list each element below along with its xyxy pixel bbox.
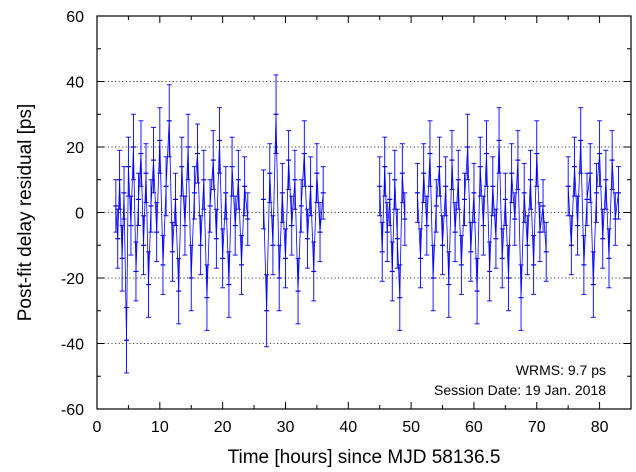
y-tick-label: -20 xyxy=(61,271,84,288)
x-tick-label: 80 xyxy=(591,419,609,436)
x-tick-label: 70 xyxy=(528,419,546,436)
x-axis-label: Time [hours] since MJD 58136.5 xyxy=(228,447,501,468)
data-points xyxy=(113,74,621,374)
x-tick-label: 40 xyxy=(339,419,357,436)
grid-lines xyxy=(97,81,631,344)
x-tick-label: 50 xyxy=(402,419,420,436)
y-tick-label: 20 xyxy=(66,140,84,157)
wrms-annotation: WRMS: 9.7 ps xyxy=(516,362,606,378)
y-tick-label: 40 xyxy=(66,75,84,92)
y-axis-label: Post-fit delay residual [ps] xyxy=(15,104,36,322)
y-tick-label: -40 xyxy=(61,337,84,354)
series-line xyxy=(417,140,547,298)
x-tick-label: 30 xyxy=(277,419,295,436)
x-tick-label: 10 xyxy=(151,419,169,436)
x-tick-label: 60 xyxy=(465,419,483,436)
session-date-annotation: Session Date: 19 Jan. 2018 xyxy=(434,382,606,398)
axis-ticks: 0 10 20 30 40 50 60 70 80 -60 -40 -20 0 20 40 60 xyxy=(61,9,631,436)
x-tick-label: 20 xyxy=(214,419,232,436)
y-tick-label: 60 xyxy=(66,9,84,26)
y-tick-label: 0 xyxy=(75,206,84,223)
x-tick-label: 0 xyxy=(93,419,102,436)
series-line xyxy=(263,114,324,311)
y-tick-label: -60 xyxy=(61,402,84,419)
